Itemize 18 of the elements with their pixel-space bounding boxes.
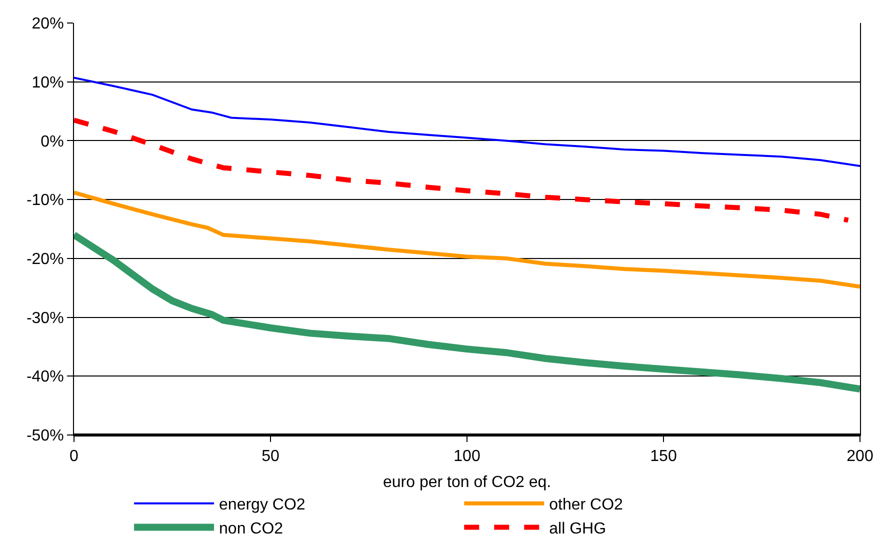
y-tick-label: -10% [26,192,64,210]
y-tick-label: -30% [26,310,64,327]
legend-label: non CO2 [219,520,284,538]
y-tick-label: 10% [32,74,64,92]
x-tick-label: 50 [262,448,280,466]
x-tick-label: 150 [650,448,677,466]
x-tick-label: 200 [846,448,874,466]
y-tick-label: -20% [26,251,64,268]
x-tick-label: 0 [70,448,79,466]
legend-label: all GHG [549,520,606,538]
y-tick-label: 0% [40,133,64,150]
legend-label: other CO2 [549,496,624,514]
y-tick-label: 20% [32,16,64,33]
y-tick-label: -50% [26,428,64,445]
x-axis-title: euro per ton of CO2 eq. [383,474,552,491]
y-tick-label: -40% [26,368,64,386]
x-tick-label: 100 [454,448,480,466]
legend-label: energy CO2 [219,496,306,514]
